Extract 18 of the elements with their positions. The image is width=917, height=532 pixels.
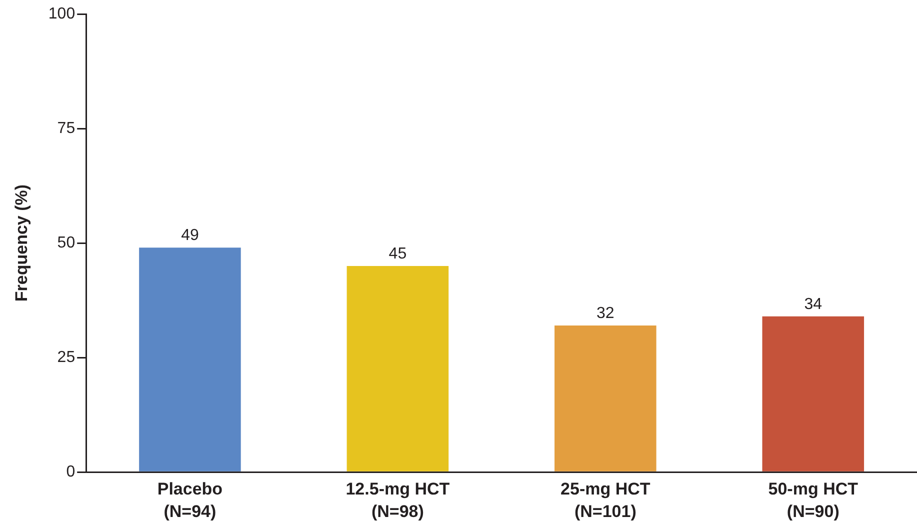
bar <box>346 266 449 472</box>
y-tick-label: 0 <box>66 464 76 481</box>
bar <box>139 248 241 472</box>
y-tick-label: 50 <box>57 234 76 252</box>
y-axis-title: Frequency (%) <box>12 184 31 302</box>
data-label: 45 <box>388 245 407 262</box>
data-label: 34 <box>804 296 822 313</box>
y-tick-label: 75 <box>57 120 76 137</box>
data-label: 49 <box>181 227 199 244</box>
x-tick-label: 12.5-mg HCT (N=98) <box>346 479 450 522</box>
y-tick-label: 25 <box>57 348 76 366</box>
bar <box>762 316 864 472</box>
y-tick-label: 100 <box>48 5 76 22</box>
x-tick-label: 25-mg HCT (N=101) <box>560 479 651 522</box>
x-tick-label: 50-mg HCT (N=90) <box>768 479 859 522</box>
bar <box>554 326 656 472</box>
data-label: 32 <box>596 304 614 322</box>
x-tick-label: Placebo (N=94) <box>157 479 223 522</box>
